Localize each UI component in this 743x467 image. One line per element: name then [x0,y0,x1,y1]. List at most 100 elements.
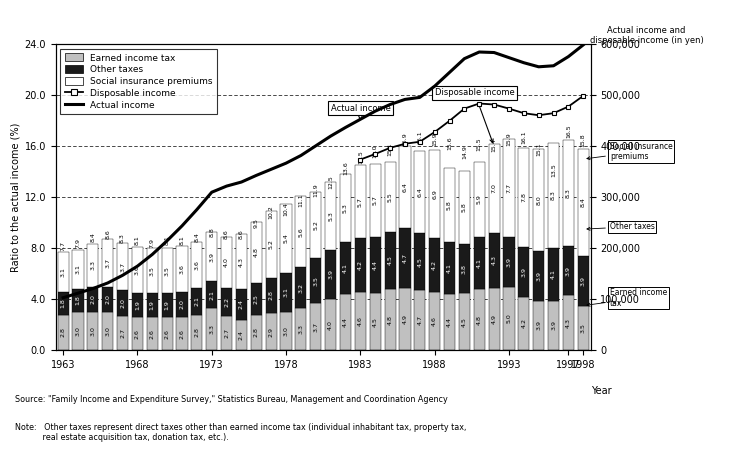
Bar [533,251,544,301]
Bar [191,315,202,350]
Text: 3.1: 3.1 [61,267,65,277]
Text: 16.1: 16.1 [418,130,422,143]
Text: 3.9: 3.9 [581,276,585,286]
Text: 5.4: 5.4 [284,233,288,243]
Bar [146,293,158,317]
Text: 2.5: 2.5 [254,294,259,304]
Bar [444,294,455,350]
Text: 4.5: 4.5 [388,255,392,265]
Bar [399,146,410,228]
Text: 4.7: 4.7 [418,315,422,325]
Text: 5.5: 5.5 [388,192,392,202]
Text: 3.9: 3.9 [522,267,526,277]
Text: 2.0: 2.0 [120,298,125,308]
Bar [221,316,232,350]
Text: 8.6: 8.6 [239,229,244,239]
Bar [518,297,529,350]
Text: Other taxes: Other taxes [587,222,655,231]
Text: 14.5: 14.5 [358,150,363,164]
Text: 8.6: 8.6 [224,229,229,239]
Bar [58,291,68,315]
Bar [562,140,574,246]
Text: Social insurance
premiums: Social insurance premiums [587,142,672,161]
Text: 1.9: 1.9 [135,300,140,310]
Bar [533,301,544,350]
Text: 4.5: 4.5 [418,257,422,267]
Text: 6.9: 6.9 [432,189,437,199]
Text: 2.6: 2.6 [150,329,155,339]
Bar [161,293,172,317]
Text: 15.8: 15.8 [581,134,585,148]
Text: 2.1: 2.1 [195,296,199,306]
Bar [414,290,425,350]
Bar [369,237,380,293]
Text: 5.7: 5.7 [373,196,377,205]
Text: 7.7: 7.7 [61,241,65,251]
Bar [132,317,143,350]
Bar [250,221,262,283]
Text: 8.1: 8.1 [135,236,140,246]
Bar [161,317,172,350]
Bar [176,291,187,317]
Text: 4.9: 4.9 [492,314,496,324]
Bar [265,212,276,277]
Text: 3.1: 3.1 [284,287,288,297]
Text: 1.9: 1.9 [150,300,155,310]
Text: 2.6: 2.6 [135,329,140,339]
Bar [310,192,321,259]
Bar [236,234,247,289]
Text: 8.1: 8.1 [180,236,184,246]
Text: 15.9: 15.9 [507,132,511,146]
Bar [384,289,395,350]
Text: 4.8: 4.8 [388,315,392,325]
Bar [265,313,276,350]
Text: 5.8: 5.8 [462,203,467,212]
Bar [473,237,484,289]
Bar [146,248,158,293]
Text: 3.0: 3.0 [91,326,95,336]
Text: 4.1: 4.1 [551,269,556,279]
Text: 3.7: 3.7 [314,322,318,332]
Bar [429,150,440,238]
Text: 5.7: 5.7 [358,197,363,207]
Bar [399,288,410,350]
Bar [265,277,276,313]
Bar [88,312,98,350]
Bar [280,312,291,350]
Text: 4.4: 4.4 [343,317,348,327]
Text: 3.9: 3.9 [551,320,556,330]
Text: 3.9: 3.9 [210,252,214,262]
Text: 3.5: 3.5 [314,276,318,286]
Text: 1.8: 1.8 [76,296,80,305]
Text: 10.2: 10.2 [269,205,273,219]
Text: Source: "Family Income and Expenditure Survey," Statistics Bureau, Management an: Source: "Family Income and Expenditure S… [15,395,447,403]
Bar [458,244,470,293]
Bar [146,317,158,350]
Bar [161,248,172,293]
Y-axis label: Ratio to the actual income (%): Ratio to the actual income (%) [10,123,20,272]
Text: 2.9: 2.9 [269,327,273,337]
Bar [399,228,410,288]
Text: 8.4: 8.4 [195,232,199,241]
Bar [577,256,588,305]
Text: 4.4: 4.4 [373,260,377,270]
Text: 3.0: 3.0 [284,326,288,336]
Bar [340,242,351,294]
Text: 14.9: 14.9 [462,145,467,159]
Text: 8.1: 8.1 [165,236,169,246]
Bar [533,149,544,251]
Text: 8.6: 8.6 [106,229,110,239]
Text: 11.9: 11.9 [314,184,318,197]
Bar [132,293,143,317]
Bar [102,312,113,350]
Bar [444,242,455,294]
Text: 3.0: 3.0 [76,326,80,336]
Text: 5.3: 5.3 [343,203,348,213]
Text: 6.4: 6.4 [418,187,422,197]
Text: 15.5: 15.5 [477,138,481,151]
Bar [384,162,395,232]
Text: 15.9: 15.9 [432,132,437,146]
Bar [458,170,470,244]
Text: 5.0: 5.0 [507,313,511,323]
Text: Disposable income: Disposable income [435,88,514,142]
